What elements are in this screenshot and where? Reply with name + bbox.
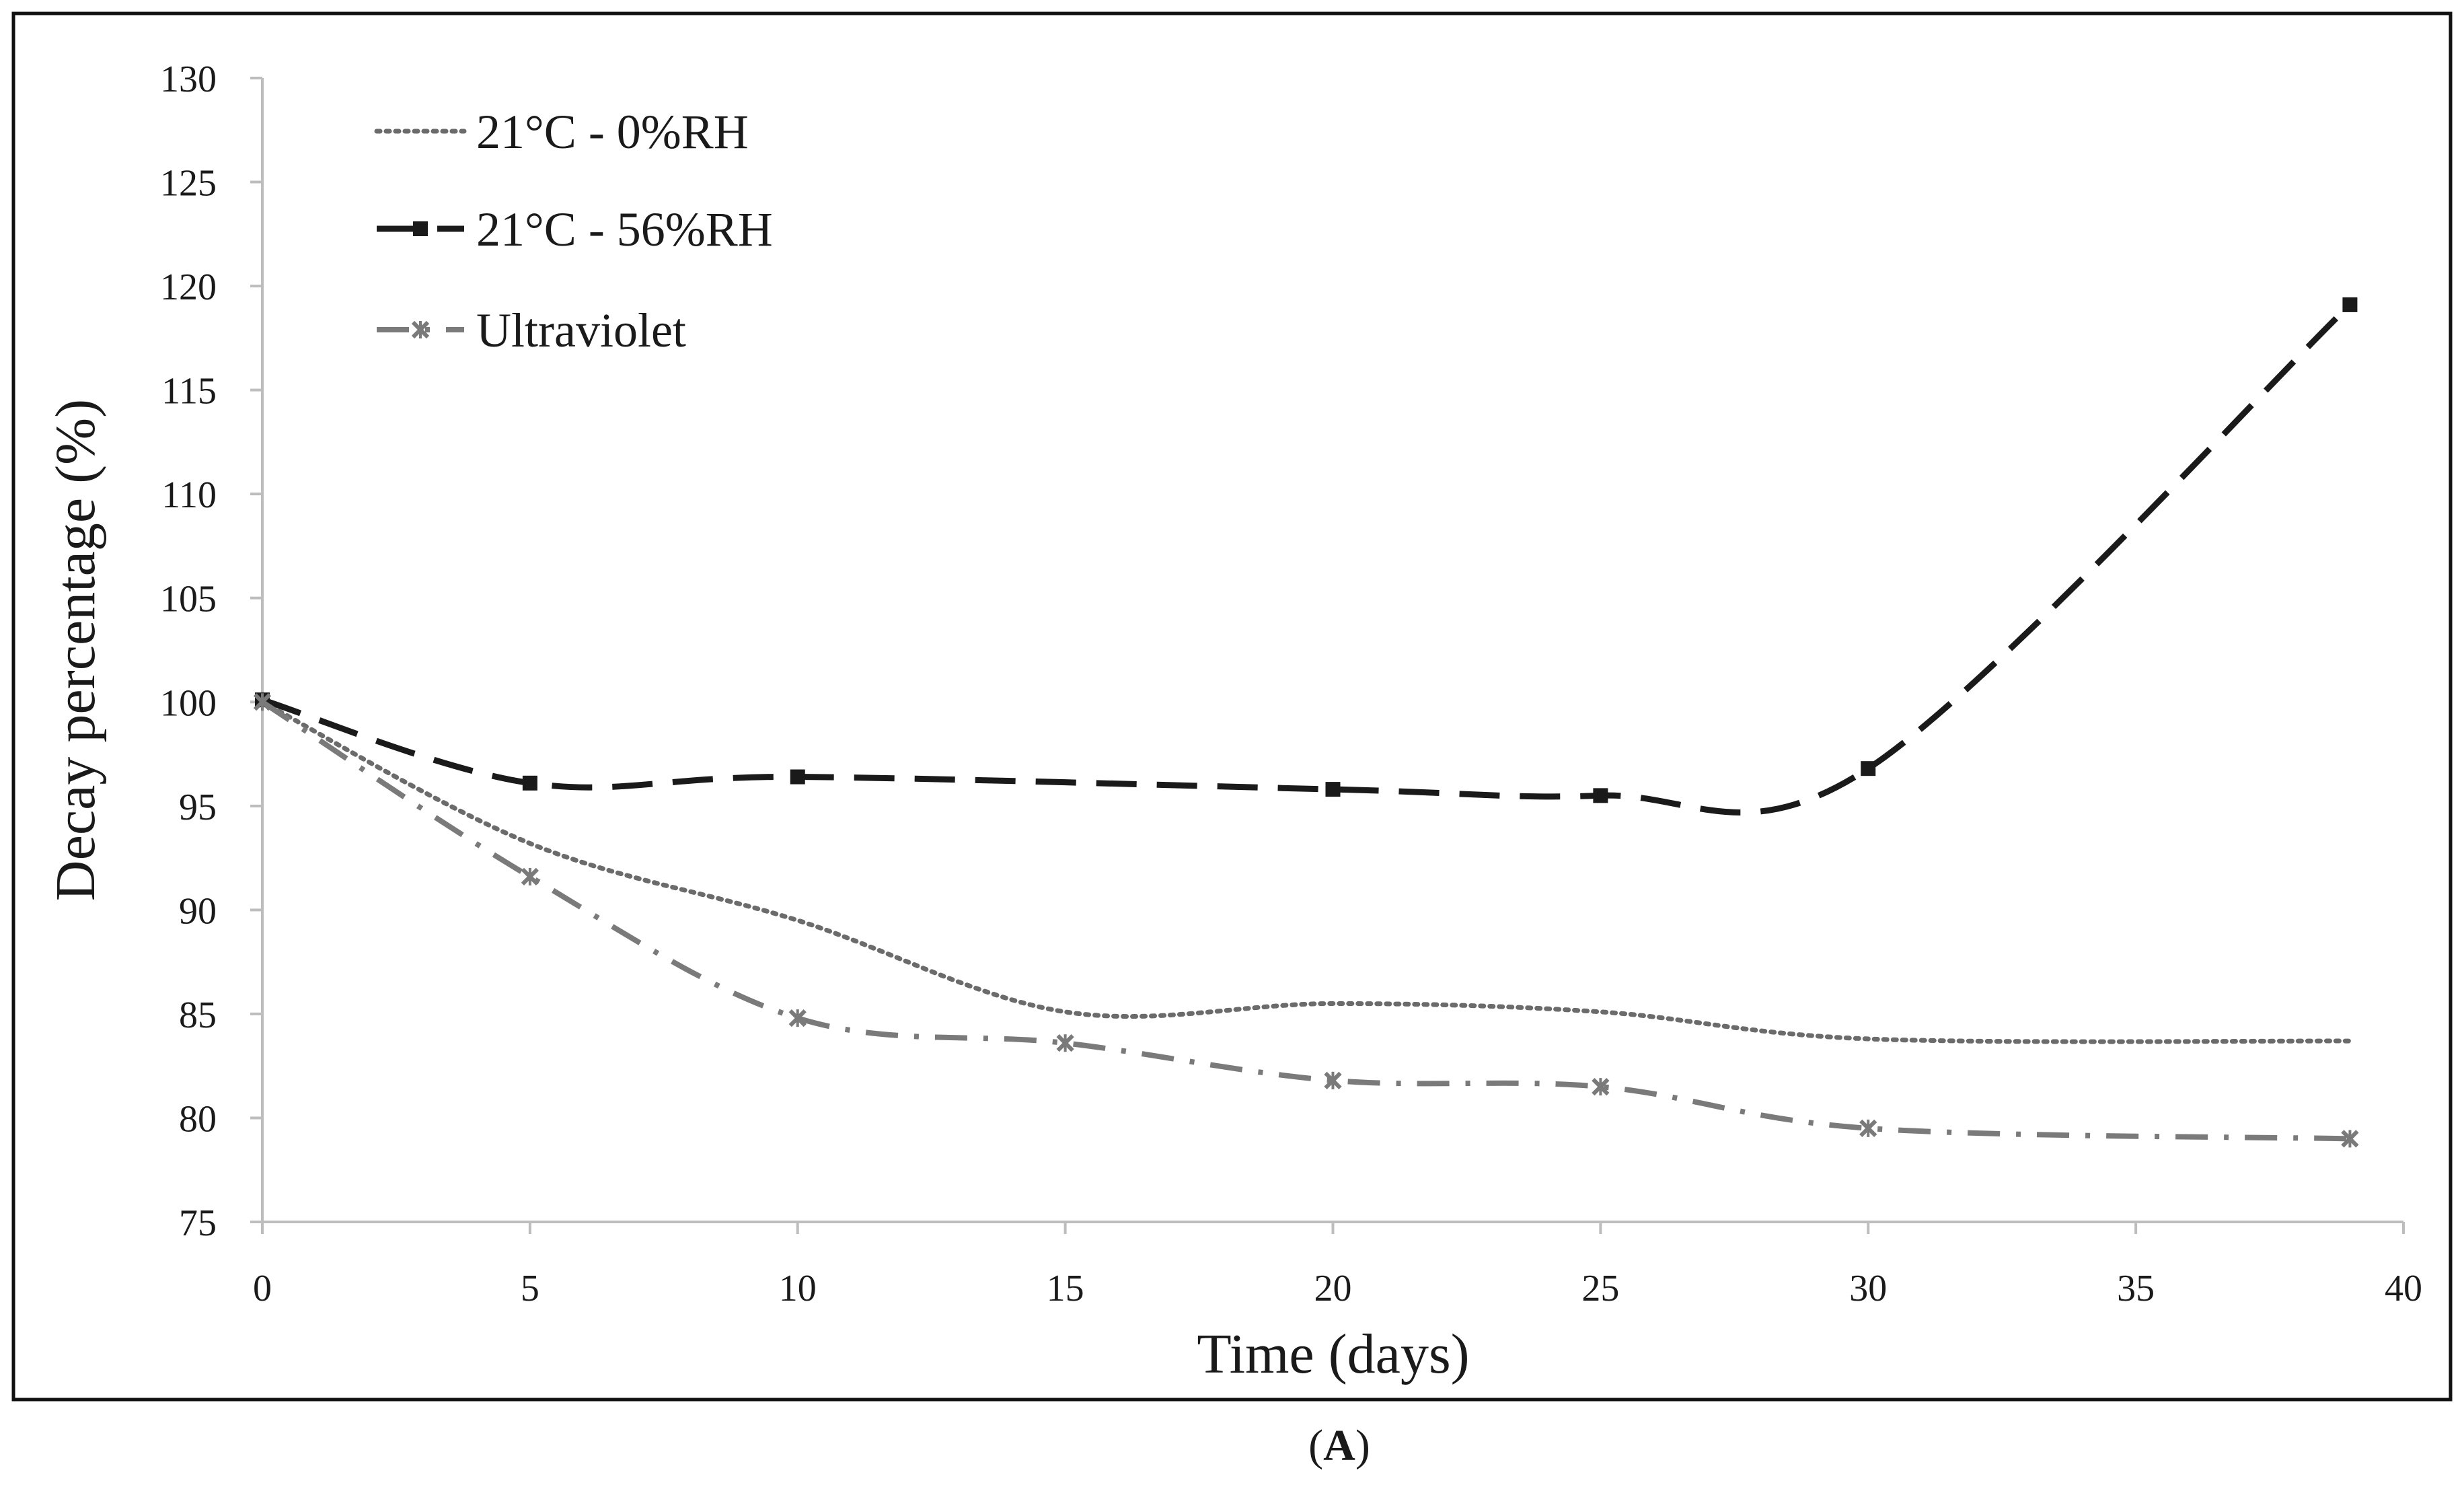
data-point [1056,1034,1074,1052]
x-tick-label: 0 [253,1268,272,1309]
x-axis-title: Time (days) [1197,1323,1469,1385]
y-axis: 75 80 85 90 95 100 105 110 115 120 125 130 [160,59,264,1244]
series-layer [253,297,2359,1148]
series-1 [260,699,2352,1044]
y-tick-label: 80 [179,1098,217,1140]
x-tick-label: 15 [1047,1268,1084,1309]
legend-marker [413,221,428,236]
x-tick-label: 10 [779,1268,817,1309]
data-point [1592,1077,1610,1096]
data-point [1593,788,1608,803]
y-tick-label: 110 [161,474,217,516]
chart-frame [11,11,2453,1402]
data-point [1859,1119,1877,1138]
legend-label: 21°C - 0%RH [476,105,749,159]
y-tick-label: 85 [179,994,217,1036]
x-tick-label: 30 [1849,1268,1887,1309]
x-tick-label: 20 [1314,1268,1352,1309]
x-tick-label: 35 [2117,1268,2155,1309]
series-line [260,699,2352,1044]
y-tick-label: 90 [179,890,217,932]
data-point [521,867,539,886]
data-point [2341,1130,2359,1148]
legend-item: 21°C - 0%RH [374,105,749,159]
y-tick-label: 130 [160,59,217,100]
y-tick-label: 115 [161,371,217,412]
y-tick-label: 105 [160,579,217,620]
caption-letter: A [1323,1421,1355,1470]
y-axis-title: Decay percentage (%) [44,399,107,901]
figure-caption: (A) [1308,1421,1370,1470]
y-tick-label: 125 [160,163,217,205]
y-tick-label: 120 [160,266,217,308]
legend: 21°C - 0%RH 21°C - 56%RH Ultraviolet [374,105,773,357]
x-tick-label: 40 [2385,1268,2422,1309]
series-3 [253,693,2359,1148]
data-point [788,1009,807,1027]
data-point [2342,297,2358,312]
legend-item: Ultraviolet [377,303,686,357]
series-line [260,699,2350,1142]
y-tick-label: 75 [179,1202,217,1244]
x-tick-label: 5 [521,1268,539,1309]
data-point [1325,782,1341,797]
data-point [790,769,805,785]
legend-marker [411,320,430,339]
legend-item: 21°C - 56%RH [377,203,773,256]
data-point [1861,761,1876,776]
data-point [253,693,272,711]
data-point [522,775,537,791]
y-tick-label: 100 [160,682,217,724]
y-tick-label: 95 [179,787,217,828]
x-axis: 0 5 10 15 20 25 30 35 40 [253,1221,2422,1309]
data-point [1324,1071,1342,1089]
legend-label: 21°C - 56%RH [476,203,773,256]
caption-open: ( [1308,1421,1323,1470]
x-tick-label: 25 [1581,1268,1619,1309]
caption-close: ) [1355,1421,1370,1470]
series-line [261,302,2352,816]
legend-label: Ultraviolet [476,303,686,357]
